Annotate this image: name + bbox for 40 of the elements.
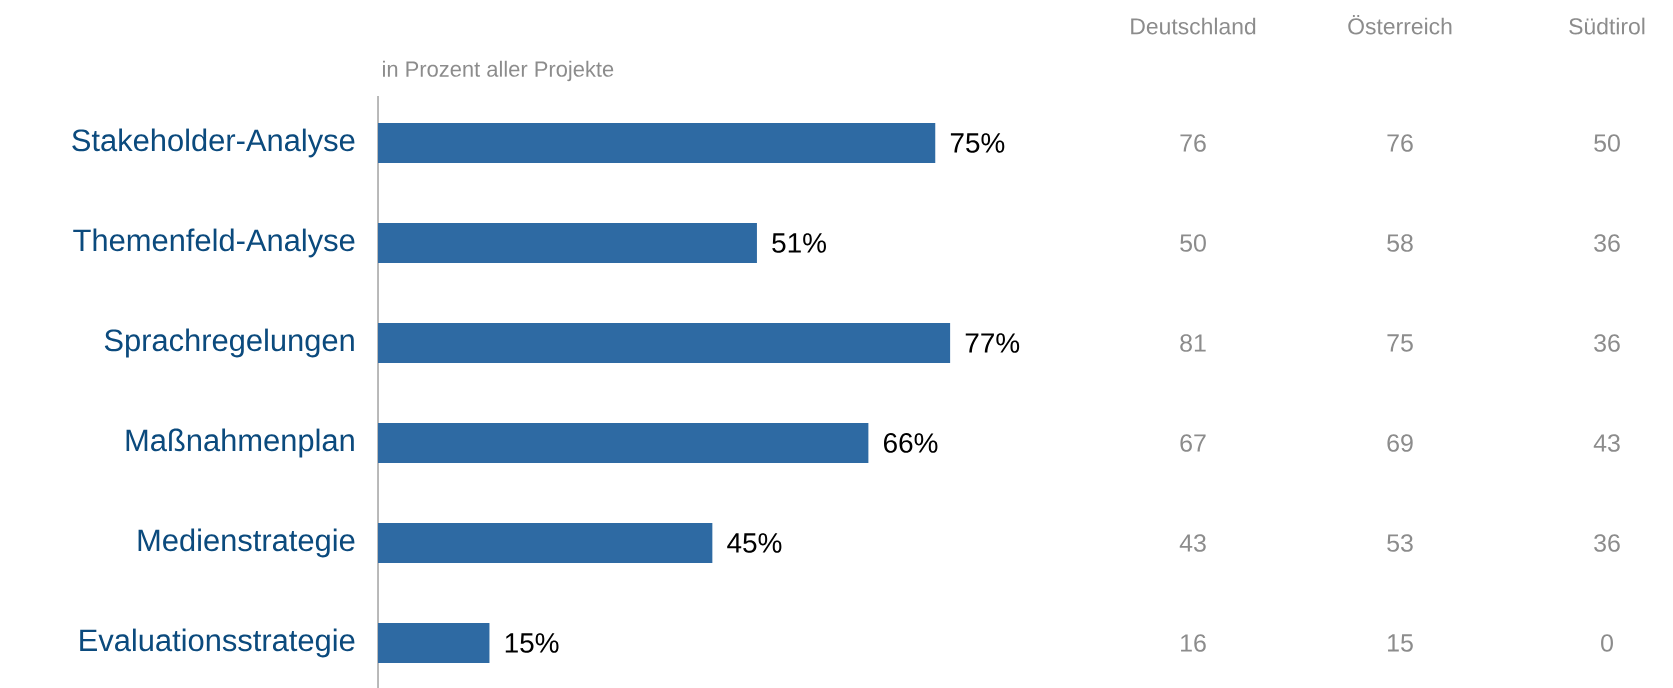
data-label: 66% <box>884 433 938 453</box>
data-label: 75% <box>950 133 1005 153</box>
x-tick-label: Österreich <box>1348 15 1452 35</box>
data-label: 15 <box>1388 634 1413 652</box>
y-tick-label: Medienstrategie <box>138 528 355 558</box>
data-label: 16 <box>1181 634 1206 652</box>
data-label: 45% <box>727 533 782 553</box>
bar <box>378 122 936 163</box>
data-label: 36 <box>1594 534 1620 552</box>
bar <box>378 422 869 463</box>
y-tick-label: Themenfeld-Analyse <box>73 228 355 258</box>
y-tick-label: Maßnahmenplan <box>126 428 354 458</box>
data-label: 0 <box>1601 634 1613 652</box>
bar <box>378 222 757 263</box>
data-label: 50 <box>1594 134 1620 152</box>
x-axis-title: in Prozent aller Projekte <box>383 60 614 82</box>
data-label: 81 <box>1180 334 1206 352</box>
data-label: 43 <box>1179 534 1206 552</box>
y-tick-label: Evaluationsstrategie <box>80 628 355 658</box>
data-label: 69 <box>1387 434 1413 452</box>
bar <box>378 322 951 363</box>
data-label: 36 <box>1594 234 1620 252</box>
data-label: 58 <box>1387 234 1413 252</box>
data-label: 51% <box>772 233 826 253</box>
data-label: 75 <box>1387 334 1413 352</box>
y-tick-label: Stakeholder-Analyse <box>72 128 355 158</box>
data-label: 53 <box>1387 534 1413 552</box>
data-label: 43 <box>1593 434 1620 452</box>
x-tick-label: Deutschland <box>1131 17 1256 35</box>
data-label: 77% <box>965 333 1020 353</box>
data-label: 76 <box>1180 134 1206 152</box>
data-label: 36 <box>1594 334 1620 352</box>
data-label: 76 <box>1387 134 1413 152</box>
data-label: 50 <box>1180 234 1206 252</box>
bar <box>378 622 490 663</box>
data-label: 15% <box>505 633 559 653</box>
y-tick-label: Sprachregelungen <box>104 328 354 358</box>
data-label: 67 <box>1180 434 1206 452</box>
x-tick-label: Südtirol <box>1569 17 1645 35</box>
bar <box>378 522 713 563</box>
